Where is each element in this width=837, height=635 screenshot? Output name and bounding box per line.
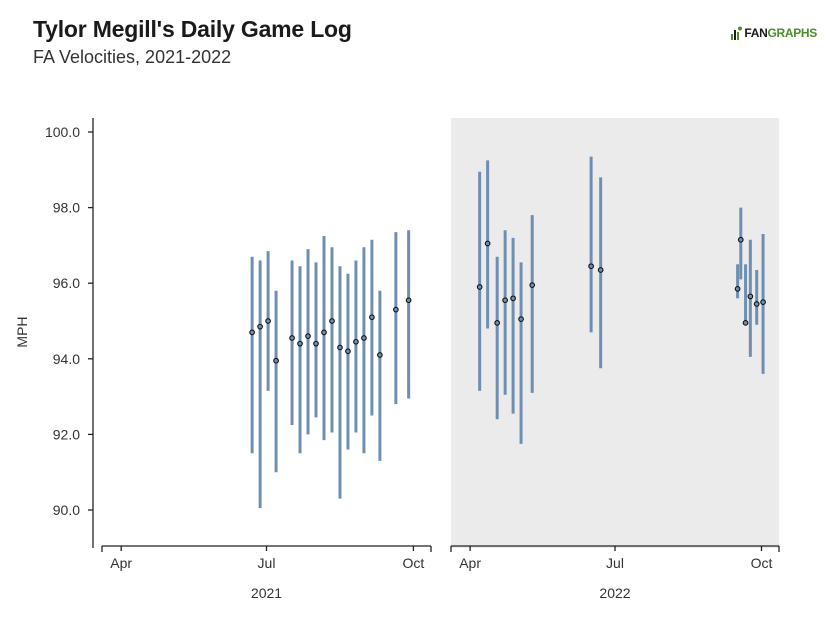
average-velocity-point (265, 318, 271, 324)
x-tick-label: Apr (459, 555, 481, 571)
average-velocity-point (588, 263, 594, 270)
average-velocity-point (510, 295, 516, 302)
fangraphs-logo[interactable]: FANGRAPHS (731, 26, 817, 40)
average-velocity-point (289, 335, 295, 341)
average-velocity-point (753, 301, 760, 307)
average-velocity-point (353, 338, 359, 345)
average-velocity-point (369, 314, 375, 321)
average-velocity-point (257, 323, 263, 330)
average-velocity-point (518, 316, 524, 322)
panel-background-2022 (451, 118, 779, 548)
average-velocity-point (502, 297, 508, 304)
average-velocity-point (734, 286, 741, 292)
average-velocity-point (760, 299, 766, 305)
y-tick-label: 92.0 (53, 426, 80, 442)
year-label-2022: 2022 (599, 585, 630, 601)
year-label-2021: 2021 (251, 585, 282, 601)
x-tick-label: Jul (606, 555, 624, 571)
y-tick-label: 96.0 (53, 275, 80, 291)
x-tick-label: Apr (110, 555, 132, 571)
average-velocity-point (249, 329, 255, 336)
average-velocity-point (305, 333, 311, 339)
y-tick-label: 90.0 (53, 502, 80, 518)
average-velocity-point (297, 340, 303, 347)
y-tick-label: 94.0 (53, 351, 80, 367)
fangraphs-logo-icon (731, 26, 743, 40)
average-velocity-point (405, 297, 412, 304)
average-velocity-point (742, 320, 749, 326)
average-velocity-point (747, 293, 754, 300)
fangraphs-logo-text: FANGRAPHS (744, 26, 817, 40)
y-tick-label: 98.0 (53, 200, 80, 216)
average-velocity-point (345, 348, 351, 355)
x-tick-label: Oct (751, 555, 773, 571)
average-velocity-point (529, 282, 536, 288)
average-velocity-point (494, 320, 501, 326)
average-velocity-point (361, 335, 367, 341)
chart-title: Tylor Megill's Daily Game Log (33, 16, 352, 42)
average-velocity-point (597, 267, 604, 273)
x-tick-label: Oct (403, 555, 425, 571)
average-velocity-point (484, 240, 491, 247)
average-velocity-point (313, 340, 319, 347)
y-tick-label: 100.0 (45, 124, 80, 140)
average-velocity-point (337, 344, 343, 351)
chart-subtitle: FA Velocities, 2021-2022 (33, 47, 232, 67)
average-velocity-point (377, 352, 383, 358)
y-axis-title: MPH (14, 316, 30, 347)
x-tick-label: Jul (258, 555, 276, 571)
average-velocity-point (273, 357, 279, 364)
average-velocity-point (329, 318, 335, 324)
average-velocity-point (476, 284, 483, 290)
average-velocity-point (393, 306, 399, 313)
average-velocity-point (737, 236, 744, 243)
average-velocity-point (321, 329, 327, 336)
